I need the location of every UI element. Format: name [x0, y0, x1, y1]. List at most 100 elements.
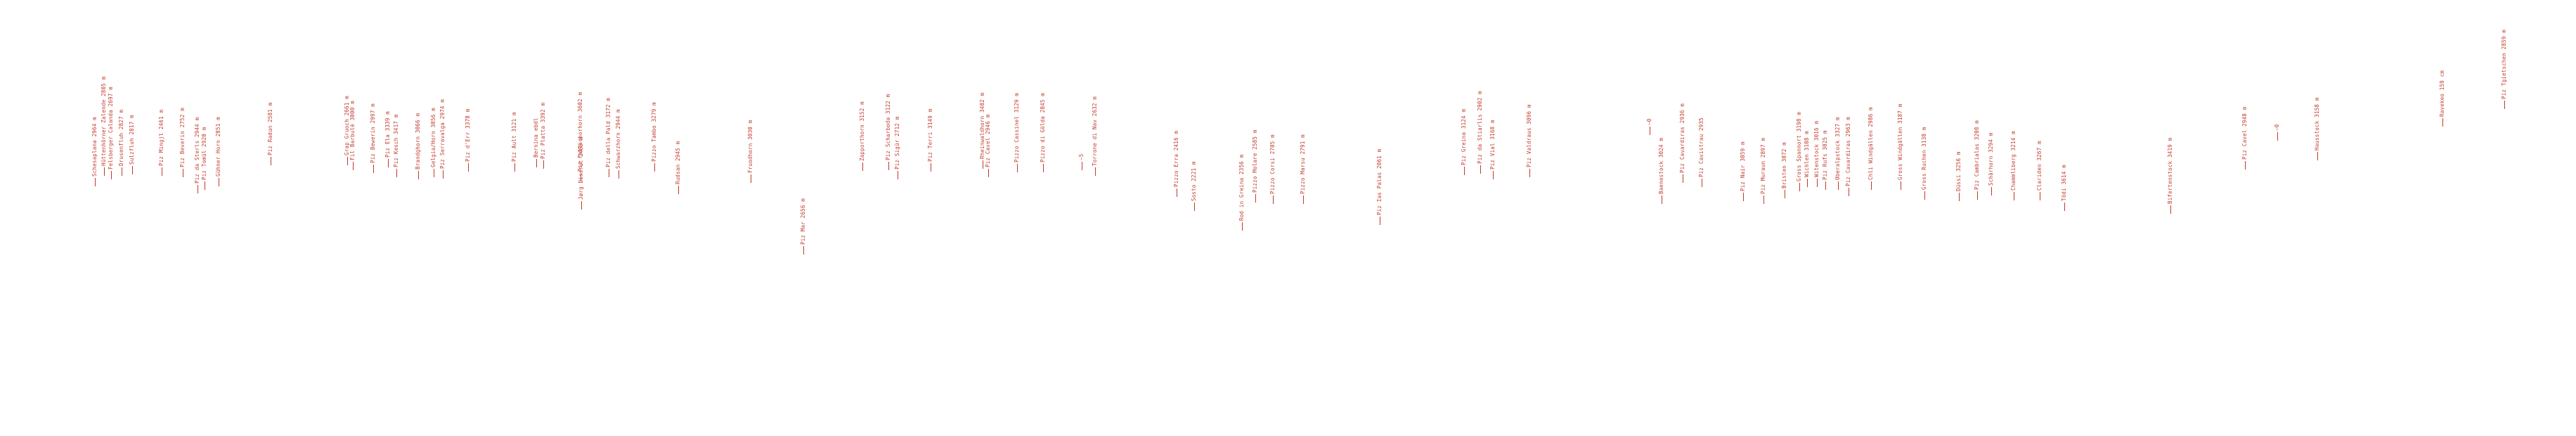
peak-name: Rudsan 2945 m	[675, 141, 681, 184]
peak-label: Piz Valdraus 3096 m	[1526, 104, 1532, 177]
peak-label: Felsberger Calanda 2697 m	[108, 86, 114, 179]
peak-label: Piz Sigür 2712 m	[894, 117, 900, 179]
peak-name: Piz Beverin 2752 m	[179, 108, 186, 167]
peak-leader-line	[988, 169, 989, 177]
peak-name: Fruodhorn 3030 m	[747, 120, 753, 173]
peak-leader-line	[1272, 195, 1274, 204]
peak-name: Piz Ela 3339 m	[384, 110, 391, 158]
peak-leader-line	[1480, 165, 1481, 174]
peak-name: Piz Cavistrau 2935	[1698, 117, 1704, 177]
peak-label: Gühner Horn 2851 m	[215, 117, 221, 186]
peak-leader-line	[352, 162, 354, 170]
peak-label: —0	[2274, 124, 2280, 141]
peak-name: Baenestock 3024 m	[1658, 137, 1664, 194]
peak-name: Piz Cavel 2948 m	[2241, 106, 2248, 160]
peak-name: Bernina ebdl	[533, 117, 539, 158]
peak-label: Gross Spannort 3198 m	[1796, 112, 1802, 191]
peak-leader-line	[1958, 193, 1960, 201]
peak-leader-line	[1976, 191, 1978, 200]
peak-leader-line	[888, 162, 889, 170]
peak-leader-line	[2317, 152, 2318, 160]
peak-name: Piz Tomül 2920 m	[201, 127, 207, 180]
peak-label: Wichlen 3108 m	[1804, 131, 1810, 187]
peak-name: Piz Fallschorhorn 3602 m	[577, 91, 583, 172]
peak-label: Piz da Sterls 2944 m	[194, 117, 200, 193]
peak-name: Piz Terri 3149 m	[927, 108, 933, 162]
peak-name: Felsberger Calanda 2697 m	[108, 86, 114, 169]
peak-leader-line	[2504, 101, 2505, 109]
peak-label: Piz Tomül 2920 m	[201, 127, 207, 190]
peak-leader-line	[94, 178, 96, 186]
peak-label: Piz Cavel 2946 m	[985, 115, 991, 177]
peak-name: Gross Spannort 3198 m	[1796, 111, 1802, 181]
peak-label: Piz Mingjl 2461 m	[158, 110, 164, 176]
peak-name: Gross Windgällen 3187 m	[1897, 103, 1903, 180]
peak-leader-line	[2277, 132, 2278, 141]
peak-name: Piz Tgietschen 2859 m	[2501, 29, 2507, 99]
peak-label: Piz Cavistrau 2935	[1698, 117, 1704, 187]
peak-label: Piz Ault 3121 m	[511, 112, 517, 172]
peak-name: Piz da Sterls 2944 m	[194, 117, 200, 184]
peak-leader-line	[1837, 181, 1839, 190]
peak-label: Piz Platta 3392 m	[540, 103, 546, 169]
peak-leader-line	[1806, 179, 1808, 187]
peak-leader-line	[110, 171, 112, 179]
peak-label: Zapporthorn 3152 m	[859, 101, 865, 171]
peak-name: —5	[1078, 153, 1085, 160]
peak-label: Piz Beverin 2752 m	[179, 108, 186, 177]
peak-leader-line	[1094, 167, 1096, 176]
peak-label: Gross Windgällen 3187 m	[1897, 104, 1903, 190]
peak-label: Piz da Stiarlis 2902 m	[1477, 91, 1483, 174]
peak-label: Piz Mar 2656 m	[800, 198, 806, 255]
peak-label: Rudsan 2945 m	[675, 141, 681, 194]
peak-name: Piz Mar 2656 m	[800, 198, 806, 245]
peak-label: Bernina ebdl	[533, 117, 539, 167]
peak-name: Wichlen 3108 m	[1804, 130, 1810, 177]
peak-label: Pizzo Cassinel 3129 m	[1014, 93, 1020, 172]
peak-label: Pizzo Tambo 3279 m	[651, 102, 657, 172]
peak-leader-line	[1799, 183, 1800, 191]
peak-leader-line	[514, 163, 515, 172]
peak-label: Piz Fallschorhorn 3602 m	[577, 92, 583, 181]
peak-label: Fruodhorn 3030 m	[747, 120, 753, 183]
peak-name: Piz Vial 3168 m	[1489, 120, 1496, 169]
peak-name: Piz d'Err 3378 m	[465, 108, 471, 162]
peak-label: Piz Cavel 2948 m	[2241, 107, 2248, 169]
peak-label: Pizzo Marsu 2791 m	[1300, 134, 1306, 204]
peak-leader-line	[387, 159, 389, 167]
peak-label: Hüttenhörner Zalende 2805 m	[101, 77, 107, 176]
peak-label: Piz Nair 3059 m	[1740, 141, 1746, 201]
peak-leader-line	[1870, 181, 1872, 190]
peak-leader-line	[1016, 164, 1018, 172]
peak-leader-line	[1042, 164, 1044, 172]
peak-name: Schärhorn 3294 m	[1988, 132, 1994, 186]
peak-label: Brandghorn 3066 m	[415, 113, 421, 179]
peak-leader-line	[396, 169, 397, 177]
peak-label: Piz Greina 3124 m	[1461, 109, 1467, 175]
peak-label: Bristen 3072 m	[1781, 142, 1787, 198]
peak-leader-line	[1492, 171, 1494, 179]
peak-label: Torrone di Nav 2632 m	[1092, 96, 1098, 176]
peak-name: Pizzo Marsu 2791 m	[1300, 134, 1306, 194]
peak-label: Piz Radun 2581 m	[267, 103, 273, 165]
peak-name: Bifertenstock 3419 m	[2167, 137, 2173, 204]
peak-leader-line	[442, 170, 444, 179]
peak-name: Tödi 3614 m	[2061, 165, 2067, 201]
peak-leader-line	[467, 163, 469, 172]
peak-name: Piz Cavel 2946 m	[985, 114, 991, 167]
peak-leader-line	[373, 165, 374, 173]
peak-label: Schärhorn 3294 m	[1988, 133, 1994, 195]
peak-label: Piz Serravalga 2974 m	[439, 99, 446, 179]
peak-leader-line	[1763, 195, 1764, 204]
peak-label: Pizzo Molare 2585 m	[1252, 129, 1258, 203]
peak-label: Ravekeo 159 cm	[2439, 70, 2445, 127]
peak-label: Piz Muraun 2897 m	[1760, 138, 1766, 204]
peak-leader-line	[418, 171, 419, 179]
peak-name: Piz Greina 3124 m	[1461, 108, 1467, 165]
peak-leader-line	[1825, 181, 1826, 190]
peak-label: Baenestock 3024 m	[1658, 138, 1664, 204]
peak-name: Hausstock 3158 m	[2314, 97, 2320, 150]
peak-label: Piz Scharboda 3122 m	[885, 94, 891, 170]
peak-leader-line	[1816, 179, 1818, 187]
